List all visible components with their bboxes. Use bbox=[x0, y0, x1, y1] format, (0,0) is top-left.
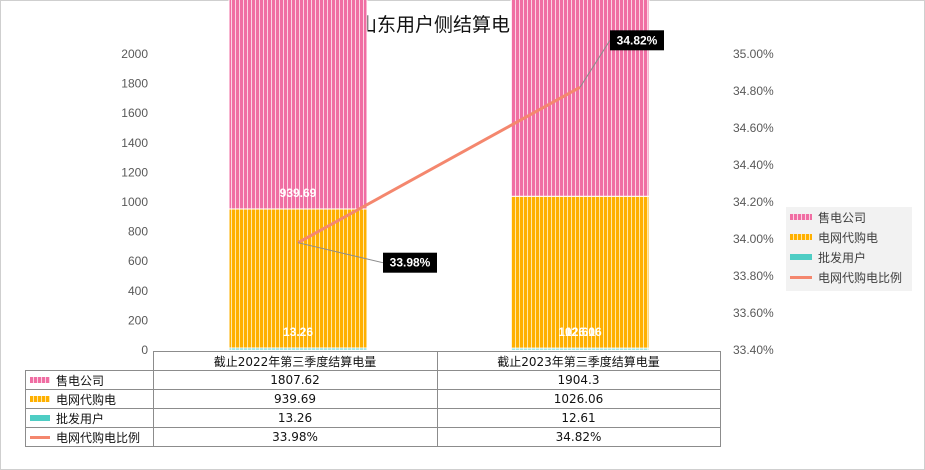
row-label-text: 批发用户 bbox=[56, 411, 105, 426]
row-label-text: 售电公司 bbox=[56, 373, 105, 388]
callout-box bbox=[610, 30, 664, 51]
y-left-tick-label: 2000 bbox=[121, 47, 148, 61]
bar-data-label: 13.26 bbox=[283, 325, 313, 339]
ratio-line bbox=[297, 85, 581, 245]
callout-leader bbox=[297, 242, 384, 264]
line-data-label: 34.82% bbox=[617, 33, 658, 47]
table-row-label: 电网代购电 bbox=[25, 389, 154, 409]
bar-data-label: 12.61 bbox=[565, 325, 595, 339]
y-left-tick-label: 600 bbox=[128, 254, 148, 268]
y-left-tick-label: 1200 bbox=[121, 165, 148, 179]
bar-segment bbox=[228, 208, 368, 349]
y-right-tick-label: 34.40% bbox=[733, 158, 774, 172]
table-row-label: 电网代购电比例 bbox=[25, 427, 154, 447]
table-row: 电网代购电比例 33.98% 34.82% bbox=[25, 427, 721, 447]
table-cell: 939.69 bbox=[152, 389, 438, 409]
y-left-tick-label: 400 bbox=[128, 284, 148, 298]
legend-swatch bbox=[790, 254, 812, 260]
row-swatch bbox=[30, 415, 50, 421]
row-label-text: 电网代购电比例 bbox=[56, 430, 141, 445]
table-cell: 33.98% bbox=[152, 427, 438, 447]
table-cell: 1026.06 bbox=[436, 389, 721, 409]
table-row-label: 售电公司 bbox=[25, 370, 154, 390]
y-left-tick-label: 0 bbox=[141, 343, 148, 357]
callout-box bbox=[383, 252, 437, 273]
y-right-tick-label: 34.00% bbox=[733, 232, 774, 246]
bar-segment bbox=[510, 0, 650, 197]
y-right-tick-label: 33.80% bbox=[733, 269, 774, 283]
row-swatch bbox=[30, 377, 50, 383]
y-left-tick-label: 1600 bbox=[121, 106, 148, 120]
table-header-cell: 截止2023年第三季度结算电量 bbox=[436, 351, 721, 371]
y-left-tick-label: 1400 bbox=[121, 136, 148, 150]
y-right-tick-label: 35.00% bbox=[733, 47, 774, 61]
table-header-cell: 截止2022年第三季度结算电量 bbox=[152, 351, 438, 371]
row-swatch bbox=[30, 435, 50, 439]
table-header-row: 截止2022年第三季度结算电量 截止2023年第三季度结算电量 bbox=[25, 351, 721, 371]
table-cell: 12.61 bbox=[436, 408, 721, 428]
chart-legend: 售电公司 电网代购电 批发用户 电网代购电比例 bbox=[786, 207, 912, 291]
legend-swatch bbox=[790, 275, 812, 279]
y-right-tick-label: 33.40% bbox=[733, 343, 774, 357]
y-right-tick-label: 33.60% bbox=[733, 306, 774, 320]
table-cell: 1807.62 bbox=[152, 370, 438, 390]
table-cell: 1904.3 bbox=[436, 370, 721, 390]
bar-data-label: 939.69 bbox=[280, 186, 317, 200]
table-row-label: 批发用户 bbox=[25, 408, 154, 428]
y-left-tick-label: 1000 bbox=[121, 195, 148, 209]
table-row: 售电公司 1807.62 1904.3 bbox=[25, 370, 721, 390]
legend-item: 售电公司 bbox=[786, 207, 912, 227]
table-cell: 13.26 bbox=[152, 408, 438, 428]
legend-label: 电网代购电 bbox=[818, 230, 879, 245]
y-right-tick-label: 34.20% bbox=[733, 195, 774, 209]
legend-item: 批发用户 bbox=[786, 247, 912, 267]
table-row: 批发用户 13.26 12.61 bbox=[25, 408, 721, 428]
bar-segment bbox=[228, 0, 368, 210]
legend-label: 批发用户 bbox=[818, 250, 867, 265]
row-label-text: 电网代购电 bbox=[56, 392, 117, 407]
y-left-tick-label: 1800 bbox=[121, 77, 148, 91]
table-corner bbox=[25, 351, 154, 371]
callout-leader bbox=[579, 40, 611, 88]
row-swatch bbox=[30, 396, 50, 402]
y-right-tick-label: 34.80% bbox=[733, 84, 774, 98]
y-left-tick-label: 800 bbox=[128, 225, 148, 239]
legend-swatch bbox=[790, 234, 812, 240]
legend-swatch bbox=[790, 214, 812, 220]
legend-label: 售电公司 bbox=[818, 210, 867, 225]
legend-label: 电网代购电比例 bbox=[818, 270, 903, 285]
y-right-tick-label: 34.60% bbox=[733, 121, 774, 135]
table-cell: 34.82% bbox=[436, 427, 721, 447]
line-data-label: 33.98% bbox=[390, 256, 431, 270]
bar-data-label: 1026.06 bbox=[558, 325, 602, 339]
y-left-tick-label: 200 bbox=[128, 313, 148, 327]
data-table: 截止2022年第三季度结算电量 截止2023年第三季度结算电量 售电公司 180… bbox=[25, 351, 721, 447]
legend-item: 电网代购电比例 bbox=[786, 267, 912, 287]
table-row: 电网代购电 939.69 1026.06 bbox=[25, 389, 721, 409]
legend-item: 电网代购电 bbox=[786, 227, 912, 247]
